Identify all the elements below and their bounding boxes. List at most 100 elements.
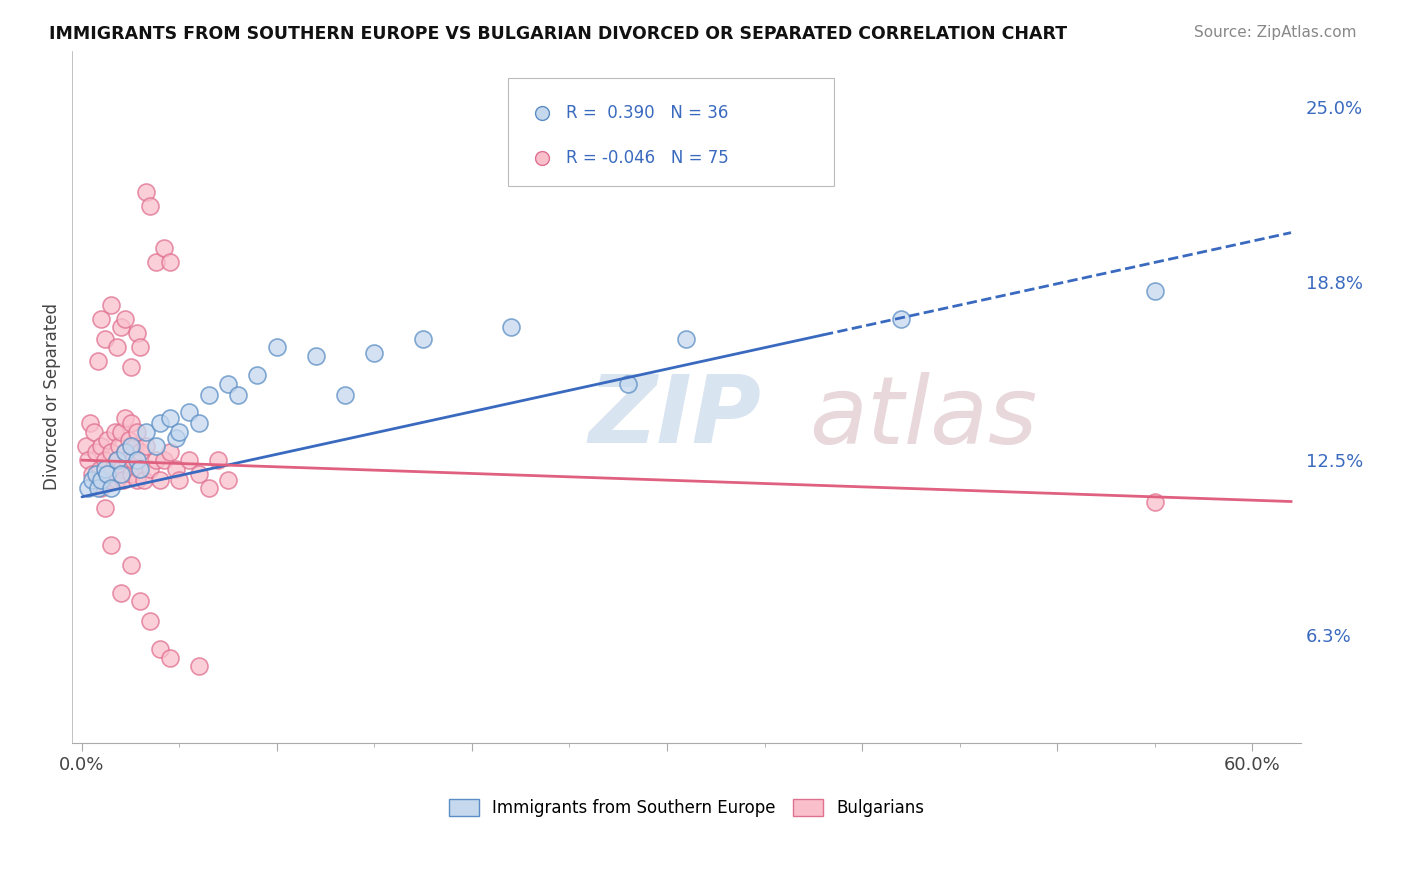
Point xyxy=(105,340,128,354)
Point xyxy=(114,444,136,458)
Point xyxy=(98,467,121,482)
Point xyxy=(120,417,142,431)
FancyBboxPatch shape xyxy=(509,78,834,186)
Point xyxy=(93,473,115,487)
Point xyxy=(86,354,108,368)
Point xyxy=(159,444,181,458)
Point xyxy=(305,349,328,363)
Point xyxy=(363,346,385,360)
Point xyxy=(139,461,162,475)
Point xyxy=(94,453,117,467)
Point xyxy=(124,439,146,453)
Point xyxy=(169,473,191,487)
Point xyxy=(499,320,522,334)
Point xyxy=(159,255,181,269)
Point xyxy=(153,453,176,467)
Point xyxy=(94,461,117,475)
Point xyxy=(129,444,152,458)
Point xyxy=(80,467,103,482)
Point xyxy=(179,405,201,419)
Text: IMMIGRANTS FROM SOUTHERN EUROPE VS BULGARIAN DIVORCED OR SEPARATED CORRELATION C: IMMIGRANTS FROM SOUTHERN EUROPE VS BULGA… xyxy=(49,25,1067,43)
Point xyxy=(120,558,142,572)
Point xyxy=(94,501,117,516)
Point xyxy=(100,473,122,487)
Text: Source: ZipAtlas.com: Source: ZipAtlas.com xyxy=(1194,25,1357,40)
Point xyxy=(94,332,117,346)
Point xyxy=(100,482,122,496)
Point xyxy=(139,614,162,628)
Point xyxy=(134,473,156,487)
Point xyxy=(179,453,201,467)
Point xyxy=(86,473,108,487)
Point xyxy=(145,453,167,467)
Point xyxy=(115,453,138,467)
Point xyxy=(96,434,118,448)
Y-axis label: Divorced or Separated: Divorced or Separated xyxy=(44,303,60,490)
Point xyxy=(89,461,111,475)
Point xyxy=(83,425,105,439)
Text: ZIP: ZIP xyxy=(588,371,761,463)
Text: R = -0.046   N = 75: R = -0.046 N = 75 xyxy=(567,149,728,167)
Point xyxy=(100,444,122,458)
Point xyxy=(188,659,211,673)
Point xyxy=(114,312,136,326)
Point xyxy=(890,312,912,326)
Point xyxy=(412,332,434,346)
Point xyxy=(149,642,172,657)
Point xyxy=(153,241,176,255)
Point xyxy=(246,368,269,383)
Point xyxy=(169,425,191,439)
Point xyxy=(1143,284,1166,298)
Point xyxy=(101,461,124,475)
Point xyxy=(96,467,118,482)
Point xyxy=(76,482,98,496)
Point xyxy=(226,388,249,402)
Point xyxy=(80,473,103,487)
Point xyxy=(217,376,239,391)
Point xyxy=(120,467,142,482)
Point xyxy=(121,453,143,467)
Legend: Immigrants from Southern Europe, Bulgarians: Immigrants from Southern Europe, Bulgari… xyxy=(443,793,931,824)
Point xyxy=(145,439,167,453)
Point xyxy=(197,388,219,402)
Point xyxy=(100,538,122,552)
Point xyxy=(159,650,181,665)
Point xyxy=(159,410,181,425)
Point xyxy=(188,417,211,431)
Point xyxy=(114,410,136,425)
Point xyxy=(125,326,148,340)
Point xyxy=(1143,495,1166,509)
Point xyxy=(135,439,157,453)
Point xyxy=(118,434,141,448)
Point xyxy=(84,444,107,458)
Point xyxy=(84,467,107,482)
Point xyxy=(108,439,131,453)
Point xyxy=(110,320,132,334)
Point xyxy=(104,425,127,439)
Point xyxy=(207,453,229,467)
Point xyxy=(266,340,288,354)
Text: atlas: atlas xyxy=(810,372,1038,463)
Point xyxy=(135,185,157,199)
Point xyxy=(79,417,101,431)
Point xyxy=(129,594,152,608)
Point xyxy=(125,453,148,467)
Point xyxy=(90,473,112,487)
Point xyxy=(75,439,97,453)
Point xyxy=(617,376,640,391)
Point xyxy=(135,425,157,439)
Point xyxy=(90,439,112,453)
Point xyxy=(217,473,239,487)
Point xyxy=(125,425,148,439)
Point xyxy=(128,461,150,475)
Text: R =  0.390   N = 36: R = 0.390 N = 36 xyxy=(567,104,728,122)
Point xyxy=(110,461,132,475)
Point xyxy=(197,482,219,496)
Point xyxy=(165,431,187,445)
Point xyxy=(120,359,142,374)
Point xyxy=(110,467,132,482)
Point xyxy=(105,453,128,467)
Point xyxy=(139,199,162,213)
Point xyxy=(120,439,142,453)
Point xyxy=(125,473,148,487)
